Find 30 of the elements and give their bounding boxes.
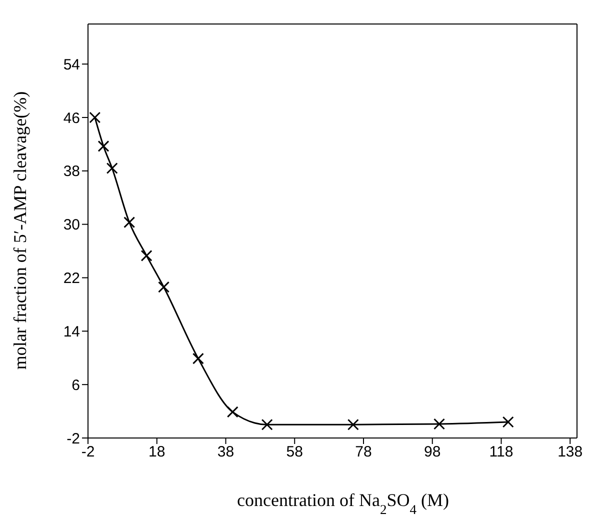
y-tick-label: 38 bbox=[63, 163, 80, 180]
point bbox=[124, 216, 136, 228]
point bbox=[261, 418, 273, 430]
x-tick-label: 58 bbox=[286, 444, 303, 461]
point bbox=[347, 418, 359, 430]
point bbox=[98, 140, 110, 152]
x-tick-label: 138 bbox=[558, 444, 583, 461]
point bbox=[502, 416, 514, 428]
y-tick-label: 46 bbox=[63, 110, 80, 127]
point bbox=[106, 162, 118, 174]
x-tick-label: 18 bbox=[148, 444, 166, 461]
y-tick-label: 30 bbox=[63, 216, 80, 234]
x-tick-label: 118 bbox=[489, 444, 514, 461]
y-tick-label: -2 bbox=[66, 430, 80, 448]
x-axis-title: concentration of Na$_{2}$SO$_{4}$ (M) bbox=[237, 490, 449, 516]
y-tick-label: 54 bbox=[63, 56, 80, 74]
point bbox=[226, 406, 238, 418]
point bbox=[140, 250, 152, 262]
x-tick-label: 78 bbox=[355, 444, 372, 461]
point bbox=[158, 281, 170, 293]
y-tick-label: 14 bbox=[63, 323, 80, 340]
y-tick-label: 6 bbox=[72, 376, 80, 394]
x-tick-label: 38 bbox=[217, 444, 234, 461]
y-axis-title: molar fraction of 5′-AMP cleavage(%) bbox=[10, 91, 30, 370]
y-tick-label: 22 bbox=[63, 270, 80, 288]
x-tick-label: -2 bbox=[81, 444, 95, 461]
point bbox=[434, 418, 446, 430]
point bbox=[89, 112, 101, 124]
x-tick-label: 98 bbox=[424, 444, 441, 461]
point bbox=[192, 352, 204, 364]
